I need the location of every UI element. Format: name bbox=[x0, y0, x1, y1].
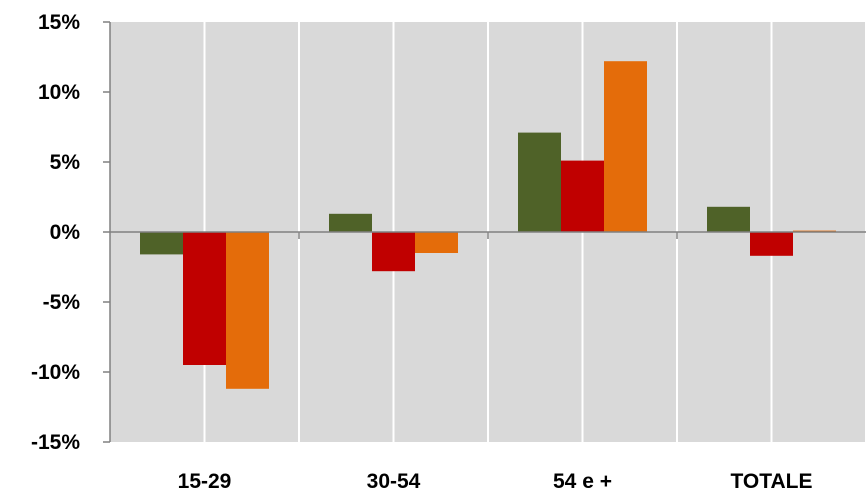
bar-1-30-54 bbox=[329, 213, 372, 232]
axes bbox=[103, 21, 866, 443]
bars bbox=[140, 61, 836, 389]
y-tick-label: -10% bbox=[31, 361, 80, 384]
bar-3-15-29 bbox=[226, 232, 269, 389]
y-tick-label: -5% bbox=[43, 291, 81, 314]
bar-1-totale bbox=[707, 206, 750, 232]
y-tick-label: 15% bbox=[38, 11, 80, 34]
bar-3-30-54 bbox=[415, 232, 458, 253]
y-tick-label: 5% bbox=[50, 151, 81, 174]
bar-1-15-29 bbox=[140, 232, 183, 255]
x-axis-category-labels: 15-29 30-54 54 e + TOTALE bbox=[178, 470, 813, 493]
x-category-label: TOTALE bbox=[730, 470, 812, 493]
bar-3-54-e- bbox=[604, 61, 647, 233]
x-category-label: 54 e + bbox=[553, 470, 612, 493]
y-tick-label: 0% bbox=[50, 221, 81, 244]
bar-2-totale bbox=[750, 232, 793, 256]
bar-2-30-54 bbox=[372, 232, 415, 272]
y-axis-tick-labels: 15% 10% 5% 0% -5% -10% -15% bbox=[31, 11, 80, 454]
y-tick-label: -15% bbox=[31, 431, 80, 454]
bar-1-54-e- bbox=[518, 132, 561, 232]
x-category-label: 30-54 bbox=[367, 470, 421, 493]
x-category-label: 15-29 bbox=[178, 470, 232, 493]
bar-2-54-e- bbox=[561, 160, 604, 232]
y-tick-label: 10% bbox=[38, 81, 80, 104]
bar-2-15-29 bbox=[183, 232, 226, 365]
